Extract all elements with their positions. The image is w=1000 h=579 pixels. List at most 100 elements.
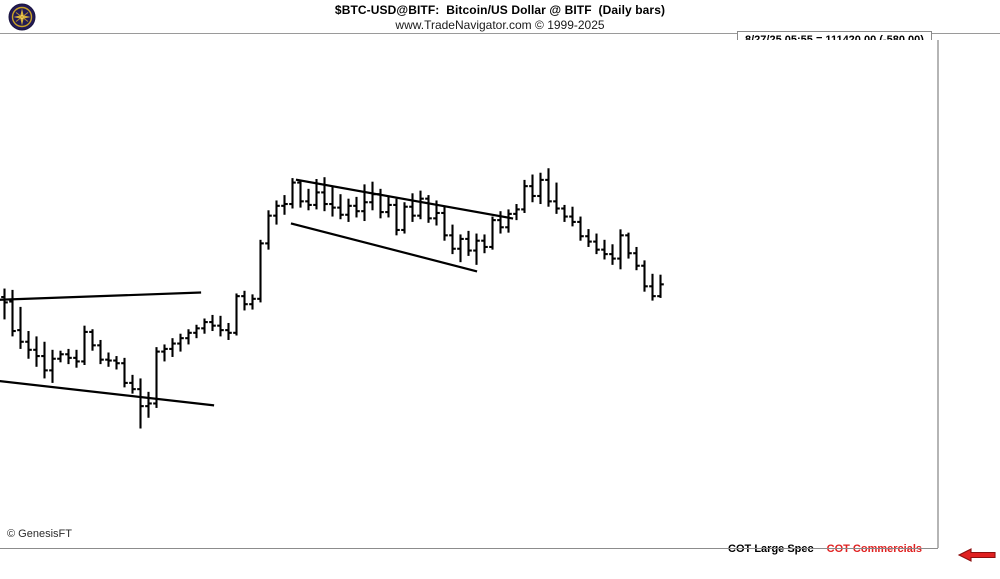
y-axis[interactable] bbox=[938, 40, 1000, 579]
ohlc-bar bbox=[321, 177, 328, 212]
ohlc-bar bbox=[401, 202, 408, 234]
ohlc-bar bbox=[377, 188, 384, 219]
ohlc-bar bbox=[105, 352, 112, 367]
ohlc-bar bbox=[657, 274, 664, 298]
ohlc-bar bbox=[161, 344, 168, 362]
cot-legend: COT Large Spec COT Commercials bbox=[728, 543, 922, 555]
ohlc-bar bbox=[433, 200, 440, 226]
ohlc-bar bbox=[297, 179, 304, 208]
ohlc-bar bbox=[25, 331, 32, 359]
ohlc-bar bbox=[81, 325, 88, 366]
ohlc-bar bbox=[601, 239, 608, 260]
ohlc-bar bbox=[537, 172, 544, 205]
ohlc-bar bbox=[97, 339, 104, 365]
ohlc-bar bbox=[417, 190, 424, 220]
ohlc-bar bbox=[185, 329, 192, 345]
ohlc-bar bbox=[217, 315, 224, 337]
ohlc-bar bbox=[393, 198, 400, 236]
ohlc-bar bbox=[513, 204, 520, 221]
x-axis[interactable] bbox=[0, 549, 938, 579]
ohlc-bar bbox=[137, 378, 144, 429]
ohlc-bar bbox=[329, 187, 336, 217]
ohlc-bar bbox=[457, 234, 464, 263]
ohlc-bar bbox=[129, 374, 136, 394]
ohlc-bar bbox=[9, 289, 16, 337]
ohlc-bar bbox=[481, 234, 488, 254]
compass-emblem-icon bbox=[8, 3, 36, 31]
chart-header: $BTC-USD@BITF: Bitcoin/US Dollar @ BITF … bbox=[0, 0, 1000, 33]
ohlc-bar bbox=[41, 341, 48, 379]
ohlc-bar bbox=[201, 318, 208, 334]
ohlc-bar bbox=[209, 314, 216, 332]
ohlc-bar bbox=[337, 194, 344, 220]
ohlc-bar bbox=[489, 216, 496, 250]
ohlc-bar bbox=[361, 184, 368, 222]
ohlc-bar bbox=[369, 181, 376, 211]
ohlc-bar bbox=[305, 188, 312, 211]
y-axis-spine bbox=[938, 40, 939, 548]
ohlc-bar bbox=[569, 206, 576, 227]
ohlc-bar bbox=[553, 182, 560, 214]
ohlc-bar bbox=[73, 349, 80, 368]
legend-item-commercials[interactable]: COT Commercials bbox=[826, 543, 922, 555]
genesisft-watermark: © GenesisFT bbox=[7, 528, 72, 540]
ohlc-bar bbox=[225, 322, 232, 340]
ohlc-bar bbox=[617, 229, 624, 270]
ohlc-bar bbox=[65, 348, 72, 365]
ohlc-bar bbox=[497, 211, 504, 234]
ohlc-bar bbox=[121, 357, 128, 388]
red-left-arrow-icon bbox=[957, 546, 997, 564]
ohlc-bar bbox=[521, 179, 528, 213]
ohlc-bar bbox=[633, 246, 640, 271]
ohlc-bar bbox=[145, 391, 152, 418]
ohlc-bar bbox=[649, 273, 656, 301]
flag-upper bbox=[295, 178, 514, 220]
lower-channel-left bbox=[0, 379, 215, 407]
ohlc-bar bbox=[249, 294, 256, 310]
ohlc-bar bbox=[233, 293, 240, 336]
ohlc-bar bbox=[345, 198, 352, 222]
ohlc-bar-group bbox=[1, 168, 664, 429]
ohlc-bar bbox=[609, 244, 616, 265]
legend-item-large-spec[interactable]: COT Large Spec bbox=[728, 543, 814, 555]
chart-plot-area[interactable] bbox=[0, 40, 938, 548]
ohlc-bar bbox=[353, 196, 360, 218]
ohlc-bar bbox=[313, 178, 320, 210]
ohlc-bar bbox=[257, 239, 264, 303]
ohlc-bar bbox=[281, 195, 288, 215]
x-axis-divider bbox=[0, 548, 938, 549]
ohlc-bar bbox=[641, 260, 648, 292]
ohlc-bar bbox=[385, 195, 392, 218]
ohlc-bar bbox=[545, 168, 552, 207]
price-series-svg bbox=[0, 168, 664, 429]
ohlc-bar bbox=[441, 206, 448, 241]
upper-channel-left bbox=[0, 291, 202, 301]
ohlc-bar bbox=[593, 233, 600, 255]
ohlc-bar bbox=[113, 356, 120, 370]
ohlc-bar bbox=[473, 233, 480, 265]
ohlc-bar bbox=[89, 329, 96, 351]
ohlc-bar bbox=[585, 229, 592, 247]
ohlc-bar bbox=[169, 338, 176, 357]
ohlc-bar bbox=[57, 350, 64, 363]
header-divider bbox=[0, 33, 1000, 34]
ohlc-bar bbox=[1, 288, 8, 320]
trendline-group bbox=[0, 178, 514, 407]
ohlc-bar bbox=[505, 209, 512, 233]
ohlc-bar bbox=[409, 193, 416, 222]
ohlc-bar bbox=[177, 333, 184, 352]
flag-lower bbox=[290, 222, 478, 273]
ohlc-bar bbox=[153, 347, 160, 408]
ohlc-bar bbox=[273, 200, 280, 225]
page-subtitle: www.TradeNavigator.com © 1999-2025 bbox=[395, 18, 605, 32]
ohlc-bar bbox=[425, 195, 432, 223]
ohlc-bar bbox=[241, 290, 248, 311]
page-title: $BTC-USD@BITF: Bitcoin/US Dollar @ BITF … bbox=[334, 3, 666, 17]
ohlc-bar bbox=[193, 324, 200, 339]
ohlc-bar bbox=[265, 210, 272, 250]
ohlc-bar bbox=[17, 306, 24, 349]
ohlc-bar bbox=[561, 204, 568, 222]
ohlc-bar bbox=[465, 230, 472, 256]
ohlc-bar bbox=[577, 216, 584, 241]
